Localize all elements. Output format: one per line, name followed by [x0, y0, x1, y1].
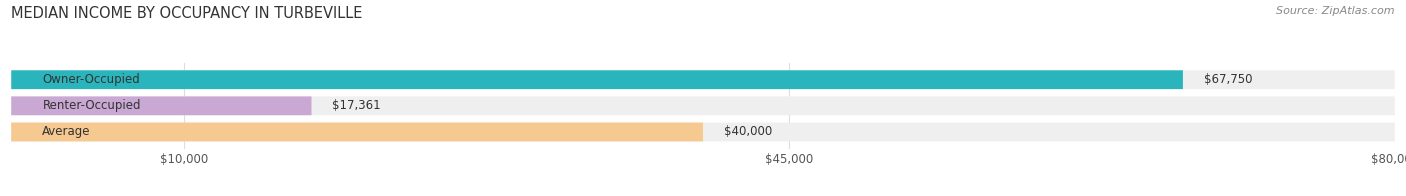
Text: MEDIAN INCOME BY OCCUPANCY IN TURBEVILLE: MEDIAN INCOME BY OCCUPANCY IN TURBEVILLE [11, 6, 363, 21]
Text: $67,750: $67,750 [1204, 73, 1253, 86]
Text: Owner-Occupied: Owner-Occupied [42, 73, 141, 86]
Text: $40,000: $40,000 [724, 125, 772, 138]
FancyBboxPatch shape [11, 122, 703, 141]
FancyBboxPatch shape [11, 96, 1395, 115]
FancyBboxPatch shape [11, 96, 312, 115]
FancyBboxPatch shape [11, 70, 1395, 89]
Text: Source: ZipAtlas.com: Source: ZipAtlas.com [1277, 6, 1395, 16]
Text: Renter-Occupied: Renter-Occupied [42, 99, 141, 112]
Text: $17,361: $17,361 [332, 99, 381, 112]
FancyBboxPatch shape [11, 122, 1395, 141]
FancyBboxPatch shape [11, 70, 1182, 89]
Text: Average: Average [42, 125, 91, 138]
